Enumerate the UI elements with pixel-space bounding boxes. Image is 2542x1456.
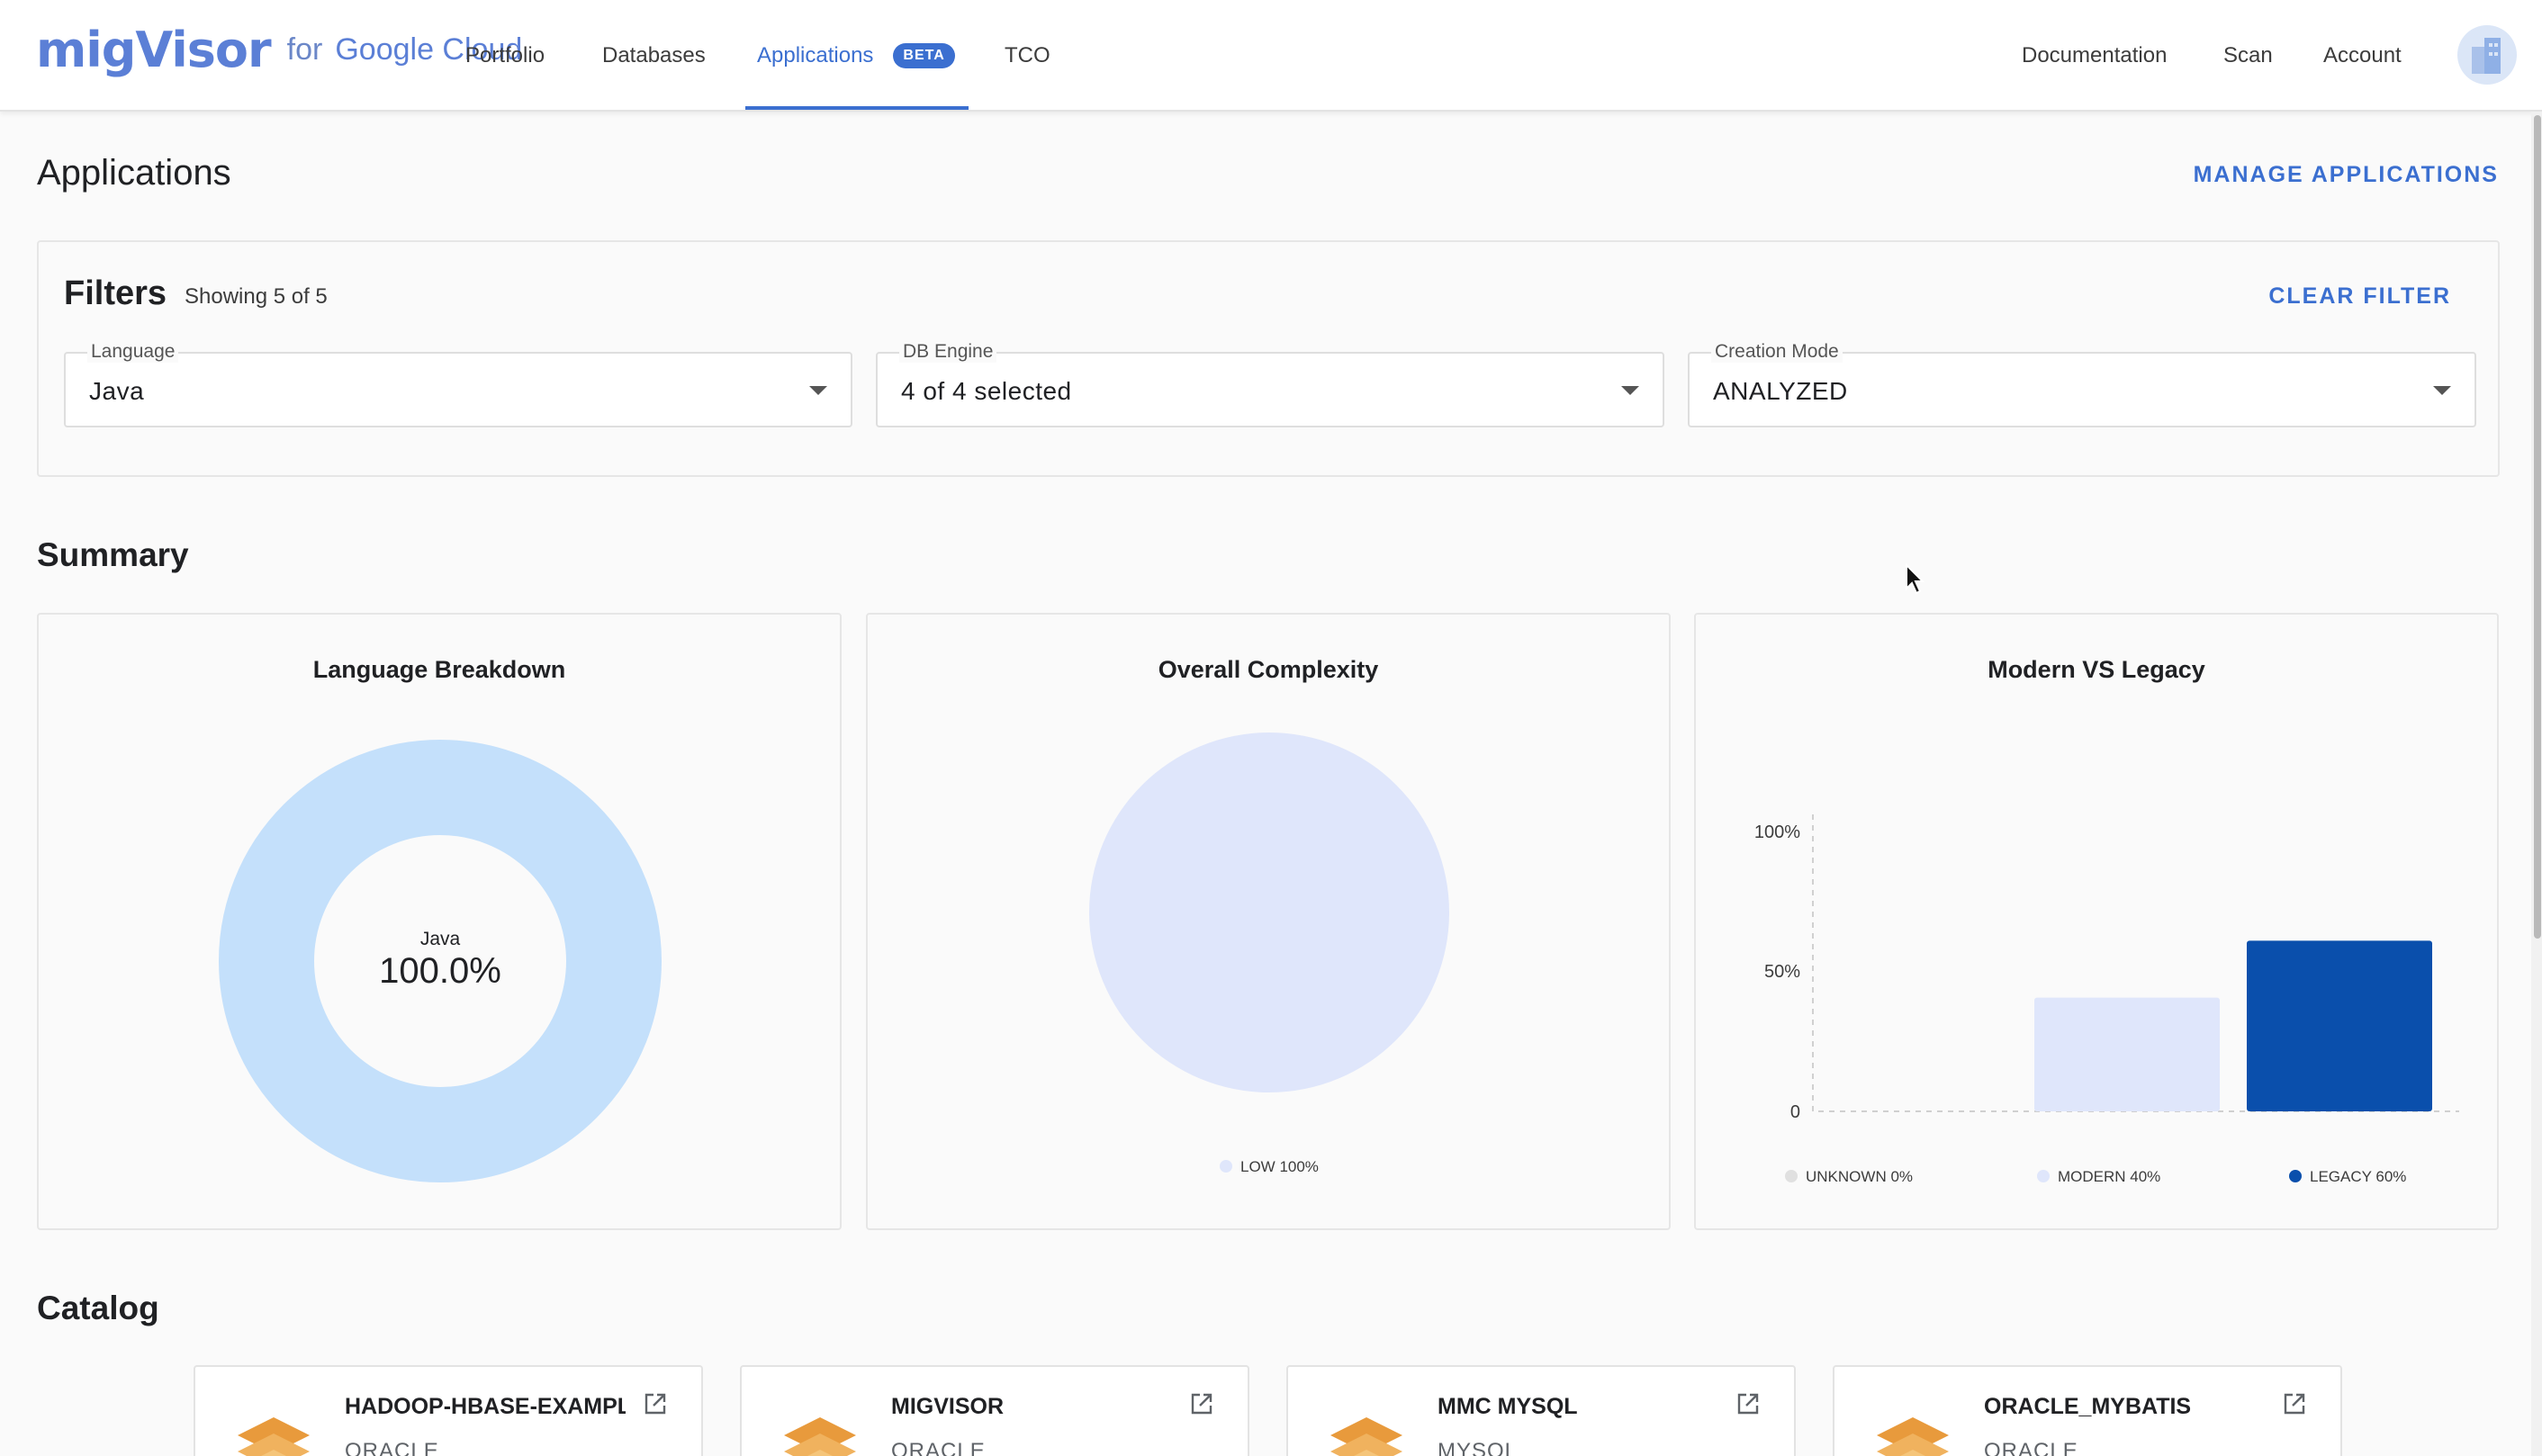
nav-applications-label: Applications	[757, 43, 874, 67]
nav-scan[interactable]: Scan	[2223, 0, 2273, 112]
legend-unknown-label: UNKNOWN 0%	[1806, 1168, 1913, 1185]
catalog-card-engine: ORACLE	[345, 1439, 439, 1456]
catalog-card[interactable]: MIGVISOR ORACLE	[740, 1365, 1249, 1456]
catalog-card-name: ORACLE_MYBATIS	[1984, 1394, 2192, 1419]
nav-documentation[interactable]: Documentation	[2022, 0, 2167, 112]
clear-filter-button[interactable]: CLEAR FILTER	[2268, 283, 2451, 309]
filters-count: Showing 5 of 5	[185, 284, 328, 309]
language-select[interactable]: Language Java	[64, 341, 852, 427]
creation-mode-select-label: Creation Mode	[1711, 341, 1843, 363]
active-tab-indicator	[745, 106, 969, 110]
overall-complexity-chart: LOW 100%	[1089, 732, 1449, 1175]
nav-account[interactable]: Account	[2323, 0, 2402, 112]
catalog-title: Catalog	[37, 1290, 159, 1326]
catalog-card-engine: MYSQL	[1438, 1439, 1519, 1456]
legend-modern-label: MODERN 40%	[2058, 1168, 2160, 1185]
legend-dot-legacy	[2289, 1170, 2302, 1182]
catalog-card-engine: ORACLE	[1984, 1439, 2078, 1456]
language-select-label: Language	[87, 341, 179, 363]
donut-slice-java[interactable]	[219, 740, 662, 1182]
migvisor-logo[interactable]: migVisor for Google Cloud	[36, 18, 522, 81]
catalog-card-name: HADOOP-HBASE-EXAMPLES	[345, 1394, 626, 1419]
top-app-bar: migVisor for Google Cloud Portfolio Data…	[0, 0, 2542, 112]
creation-mode-select[interactable]: Creation Mode ANALYZED	[1688, 341, 2476, 427]
pie-slice-low[interactable]	[1089, 732, 1449, 1092]
filters-panel: Filters Showing 5 of 5 CLEAR FILTER Lang…	[37, 240, 2500, 477]
nav-tco-label: TCO	[1005, 43, 1050, 67]
beta-badge: BETA	[893, 43, 955, 68]
nav-documentation-label: Documentation	[2022, 43, 2168, 67]
nav-scan-label: Scan	[2223, 43, 2273, 67]
filters-title: Filters	[64, 274, 167, 312]
db-engine-select-value: 4 of 4 selected	[901, 377, 1072, 405]
language-breakdown-title: Language Breakdown	[312, 656, 566, 683]
catalog-card-name: MIGVISOR	[891, 1394, 1005, 1419]
catalog-card-engine: ORACLE	[891, 1439, 986, 1456]
open-external-icon[interactable]	[644, 1392, 667, 1416]
logo-brand: migVisor	[36, 21, 272, 78]
bar-group	[2034, 940, 2432, 1111]
nav-account-label: Account	[2323, 43, 2402, 67]
summary-title: Summary	[37, 536, 189, 573]
page-title: Applications	[37, 153, 231, 193]
db-engine-select[interactable]: DB Engine 4 of 4 selected	[876, 341, 1664, 427]
mouse-cursor-icon	[1906, 563, 1925, 595]
manage-applications-button[interactable]: MANAGE APPLICATIONS	[2193, 162, 2499, 187]
language-breakdown-card: Language Breakdown Java 100.0%	[37, 613, 842, 1230]
chevron-down-icon	[1621, 386, 1639, 395]
bar-modern[interactable]	[2034, 997, 2220, 1111]
legend-dot-low	[1220, 1160, 1232, 1173]
y-tick-50: 50%	[1764, 962, 1800, 982]
legend-legacy-label: LEGACY 60%	[2310, 1168, 2406, 1185]
modern-vs-legacy-title: Modern VS Legacy	[1988, 656, 2205, 683]
database-stack-icon	[1877, 1417, 1949, 1456]
legend-low-label: LOW 100%	[1240, 1158, 1319, 1175]
nav-databases[interactable]: Databases	[602, 0, 706, 112]
logo-for: for	[286, 31, 323, 67]
nav-portfolio-label: Portfolio	[465, 43, 545, 67]
nav-databases-label: Databases	[602, 43, 706, 67]
open-external-icon[interactable]	[2283, 1392, 2306, 1416]
overall-complexity-card: Overall Complexity LOW 100%	[866, 613, 1671, 1230]
scrollbar-thumb[interactable]	[2534, 115, 2541, 939]
catalog-card[interactable]: HADOOP-HBASE-EXAMPLES ORACLE	[194, 1365, 703, 1456]
bar-legacy[interactable]	[2247, 940, 2432, 1111]
nav-applications[interactable]: Applications BETA	[757, 0, 955, 112]
nav-tco[interactable]: TCO	[1005, 0, 1050, 112]
language-breakdown-chart: Java 100.0%	[219, 740, 662, 1182]
database-stack-icon	[1330, 1417, 1402, 1456]
language-select-value: Java	[89, 377, 145, 405]
nav-portfolio[interactable]: Portfolio	[465, 0, 545, 112]
db-engine-select-label: DB Engine	[899, 341, 997, 363]
donut-center-value: 100.0%	[379, 951, 501, 991]
database-stack-icon	[238, 1417, 310, 1456]
chevron-down-icon	[2433, 386, 2451, 395]
open-external-icon[interactable]	[1190, 1392, 1213, 1416]
building-icon	[2472, 38, 2501, 74]
open-external-icon[interactable]	[1736, 1392, 1760, 1416]
catalog-card-name: MMC MYSQL	[1438, 1394, 1578, 1419]
logo-google-cloud: Google Cloud	[335, 31, 523, 67]
database-stack-icon	[784, 1417, 856, 1456]
avatar[interactable]	[2457, 25, 2517, 85]
catalog-card[interactable]: ORACLE_MYBATIS ORACLE	[1833, 1365, 2342, 1456]
chevron-down-icon	[809, 386, 827, 395]
y-tick-100: 100%	[1754, 822, 1800, 842]
modern-vs-legacy-card: Modern VS Legacy 100% 50% 0 UNKNOWN 0% M…	[1694, 613, 2499, 1230]
modern-vs-legacy-chart: 100% 50% 0 UNKNOWN 0% MODERN 40% LEGACY …	[1754, 814, 2459, 1185]
catalog-card[interactable]: MMC MYSQL MYSQL	[1286, 1365, 1796, 1456]
donut-center-label: Java	[420, 929, 461, 949]
overall-complexity-title: Overall Complexity	[1158, 656, 1379, 683]
creation-mode-select-value: ANALYZED	[1713, 377, 1848, 405]
legend-dot-unknown	[1785, 1170, 1798, 1182]
y-tick-0: 0	[1790, 1102, 1800, 1122]
legend-dot-modern	[2037, 1170, 2050, 1182]
